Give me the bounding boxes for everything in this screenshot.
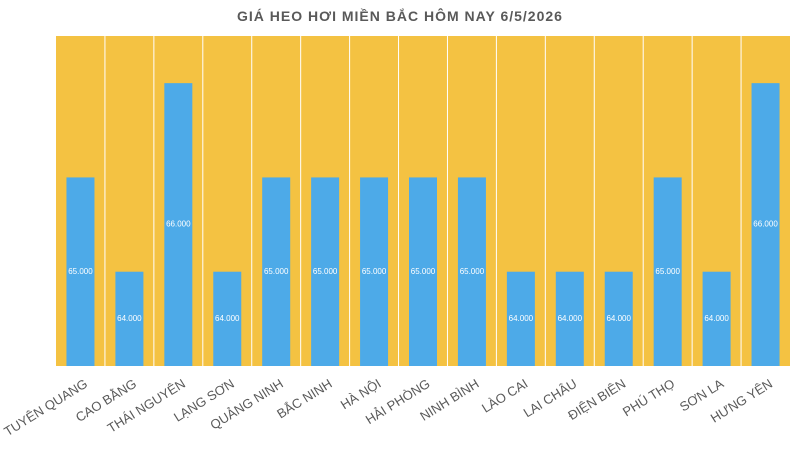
bar bbox=[702, 271, 731, 366]
bar bbox=[262, 177, 291, 366]
value-label: 65.000 bbox=[362, 267, 387, 276]
value-label: 64.000 bbox=[558, 314, 583, 323]
value-label: 65.000 bbox=[313, 267, 338, 276]
value-label: 66.000 bbox=[166, 220, 191, 229]
value-label: 65.000 bbox=[264, 267, 289, 276]
value-label: 64.000 bbox=[215, 314, 240, 323]
bar bbox=[66, 177, 95, 366]
value-label: 64.000 bbox=[509, 314, 534, 323]
bar bbox=[360, 177, 389, 366]
bar bbox=[213, 271, 242, 366]
chart-title: GIÁ HEO HƠI MIỀN BẮC HÔM NAY 6/5/2026 bbox=[237, 7, 563, 24]
x-tick-label: TUYÊN QUANG bbox=[1, 376, 90, 439]
value-label: 65.000 bbox=[68, 267, 93, 276]
value-label: 65.000 bbox=[460, 267, 485, 276]
value-label: 66.000 bbox=[753, 220, 778, 229]
bar bbox=[164, 83, 193, 367]
value-label: 65.000 bbox=[655, 267, 680, 276]
bar bbox=[457, 177, 486, 366]
bar bbox=[409, 177, 437, 366]
bar bbox=[115, 271, 144, 366]
bar bbox=[751, 83, 780, 367]
x-tick-label: BẮC NINH bbox=[274, 376, 335, 422]
x-tick-label: PHÚ THỌ bbox=[620, 376, 677, 420]
value-label: 64.000 bbox=[117, 314, 142, 323]
value-label: 65.000 bbox=[411, 267, 436, 276]
value-label: 64.000 bbox=[606, 314, 631, 323]
bar bbox=[506, 271, 535, 366]
bar bbox=[555, 271, 584, 366]
bar bbox=[653, 177, 682, 366]
value-label: 64.000 bbox=[704, 314, 729, 323]
bar bbox=[604, 271, 633, 366]
bar bbox=[311, 177, 340, 366]
